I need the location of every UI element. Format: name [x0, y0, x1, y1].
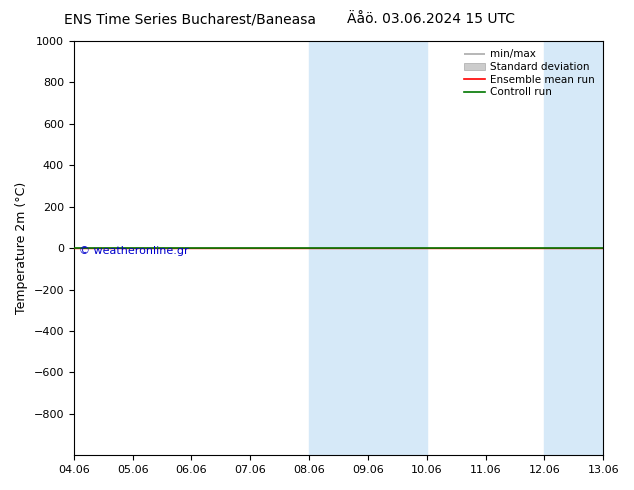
Text: © weatheronline.gr: © weatheronline.gr	[79, 246, 189, 256]
Text: ENS Time Series Bucharest/Baneasa: ENS Time Series Bucharest/Baneasa	[64, 12, 316, 26]
Y-axis label: Temperature 2m (°C): Temperature 2m (°C)	[15, 182, 28, 314]
Bar	[545, 41, 603, 455]
Legend: min/max, Standard deviation, Ensemble mean run, Controll run: min/max, Standard deviation, Ensemble me…	[461, 46, 598, 100]
Bar	[309, 41, 368, 455]
Text: Äåö. 03.06.2024 15 UTC: Äåö. 03.06.2024 15 UTC	[347, 12, 515, 26]
Bar	[603, 41, 634, 455]
Bar	[368, 41, 427, 455]
